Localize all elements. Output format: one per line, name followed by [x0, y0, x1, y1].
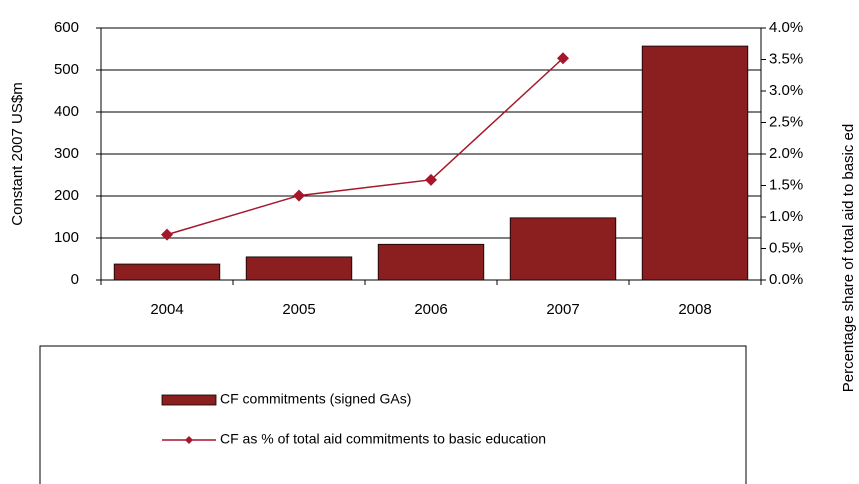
- x-tick-label: 2006: [414, 301, 447, 318]
- y2-tick-label: 1.0%: [769, 208, 803, 225]
- legend-marker: [185, 436, 193, 444]
- y-tick-label: 300: [54, 145, 79, 162]
- y2-tick-label: 3.0%: [769, 82, 803, 99]
- y-tick-label: 0: [71, 271, 79, 288]
- x-tick-label: 2005: [282, 301, 315, 318]
- y-tick-label: 200: [54, 187, 79, 204]
- line-marker: [557, 52, 569, 65]
- x-tick-label: 2004: [150, 301, 183, 318]
- y2-tick-label: 2.5%: [769, 113, 803, 130]
- y2-tick-label: 1.5%: [769, 176, 803, 193]
- y-tick-label: 600: [54, 19, 79, 36]
- x-tick-label: 2007: [546, 301, 579, 318]
- y-tick-label: 100: [54, 229, 79, 246]
- x-tick-label: 2008: [678, 301, 711, 318]
- y2-tick-label: 0.5%: [769, 239, 803, 256]
- bar: [245, 256, 353, 281]
- bar: [113, 263, 221, 281]
- y2-tick-label: 3.5%: [769, 50, 803, 67]
- legend-box: [39, 345, 747, 484]
- y2-tick-label: 2.0%: [769, 145, 803, 162]
- y2-tick-label: 0.0%: [769, 271, 803, 288]
- line-marker: [161, 228, 173, 241]
- bar: [377, 243, 485, 281]
- bar: [509, 217, 617, 281]
- legend-label: CF commitments (signed GAs): [220, 391, 411, 407]
- line-marker: [293, 189, 305, 202]
- y-tick-label: 400: [54, 103, 79, 120]
- line: [166, 57, 564, 236]
- y-axis-title: Constant 2007 US$m: [9, 82, 26, 225]
- legend-swatch: [161, 394, 217, 406]
- y2-axis-title: Percentage share of total aid to basic e…: [840, 124, 857, 393]
- y-tick-label: 500: [54, 61, 79, 78]
- y2-tick-label: 4.0%: [769, 19, 803, 36]
- legend-label: CF as % of total aid commitments to basi…: [220, 431, 546, 447]
- bar: [641, 45, 749, 281]
- line-marker: [425, 173, 437, 186]
